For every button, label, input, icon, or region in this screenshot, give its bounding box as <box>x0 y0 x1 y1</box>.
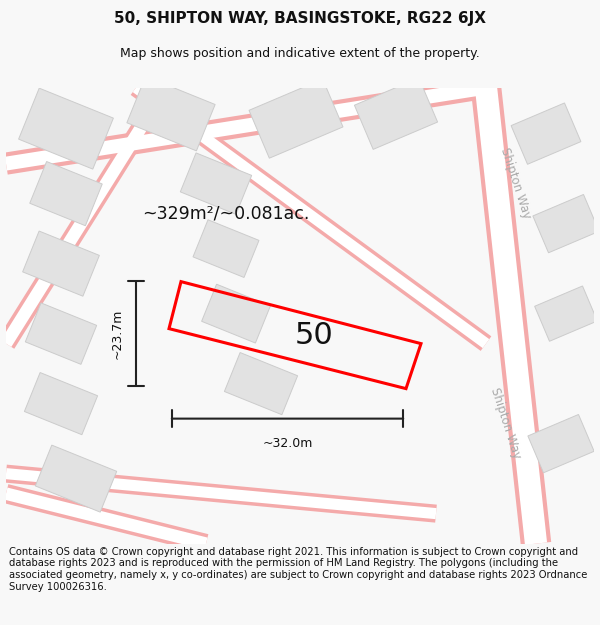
Polygon shape <box>533 194 599 252</box>
Text: Shipton Way: Shipton Way <box>499 146 533 221</box>
Text: Shipton Way: Shipton Way <box>488 386 524 461</box>
Polygon shape <box>25 303 97 364</box>
Polygon shape <box>355 78 437 149</box>
Text: 50, SHIPTON WAY, BASINGSTOKE, RG22 6JX: 50, SHIPTON WAY, BASINGSTOKE, RG22 6JX <box>114 11 486 26</box>
Polygon shape <box>19 88 113 169</box>
Polygon shape <box>224 352 298 415</box>
Polygon shape <box>202 284 271 343</box>
Polygon shape <box>249 79 343 158</box>
Text: ~23.7m: ~23.7m <box>111 308 124 359</box>
Text: Map shows position and indicative extent of the property.: Map shows position and indicative extent… <box>120 48 480 61</box>
Polygon shape <box>127 76 215 151</box>
Polygon shape <box>25 372 98 435</box>
Polygon shape <box>511 103 581 164</box>
Polygon shape <box>528 414 594 472</box>
Polygon shape <box>35 445 116 512</box>
Polygon shape <box>181 153 251 214</box>
Text: ~32.0m: ~32.0m <box>262 437 313 449</box>
Polygon shape <box>30 161 102 226</box>
Polygon shape <box>193 220 259 278</box>
Text: Contains OS data © Crown copyright and database right 2021. This information is : Contains OS data © Crown copyright and d… <box>9 547 587 592</box>
Polygon shape <box>535 286 598 341</box>
Polygon shape <box>23 231 100 296</box>
Text: 50: 50 <box>295 321 334 350</box>
Text: ~329m²/~0.081ac.: ~329m²/~0.081ac. <box>142 204 310 222</box>
